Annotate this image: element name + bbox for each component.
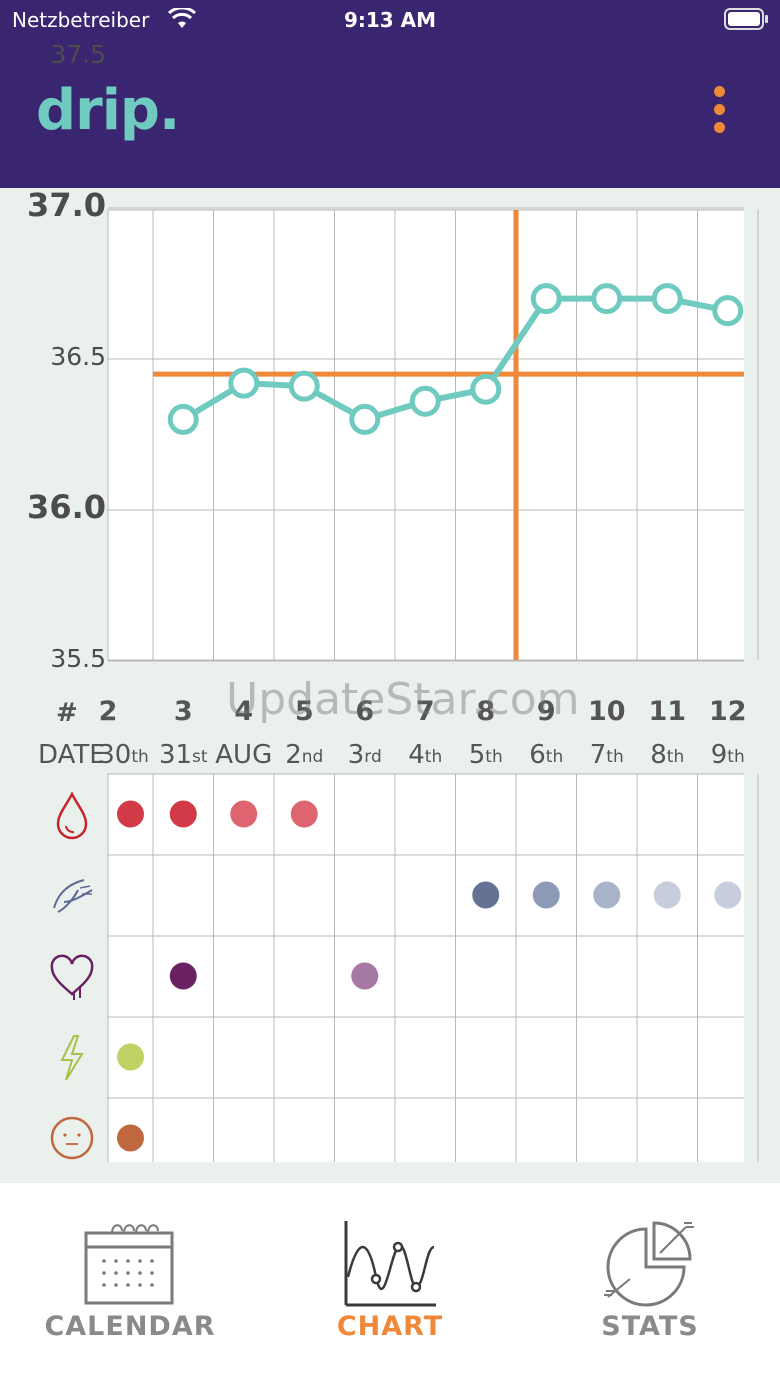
mucus-dot (532, 881, 560, 909)
mucus-dot (653, 881, 681, 909)
date-label: 3rd (347, 740, 382, 770)
date-label: 9th (710, 740, 745, 770)
cycle-day-row-label: # (56, 698, 78, 728)
tab-chart[interactable]: CHART (300, 1183, 480, 1387)
temperature-point (167, 403, 199, 435)
temperature-grid-bg (108, 210, 744, 660)
bleeding-dot (169, 800, 197, 828)
app-header: drip. (0, 40, 780, 188)
temperature-axis-label: 37.0 (27, 186, 106, 224)
bleeding-dot (117, 800, 144, 828)
date-label: 31st (158, 740, 208, 770)
sex-dot (351, 962, 379, 990)
cycle-day-label: 12 (708, 696, 747, 727)
mucus-dot (714, 881, 742, 909)
temperature-point (530, 283, 562, 315)
pain-dot (117, 1043, 144, 1071)
bottom-tab-bar: CALENDAR CHART STATS (0, 1183, 780, 1387)
mucus-dot (472, 881, 500, 909)
date-label: 8th (650, 740, 685, 770)
sex-dot (169, 962, 197, 990)
temperature-point (712, 295, 744, 327)
chart-icon (344, 1221, 436, 1307)
temperature-point (651, 283, 683, 315)
date-label: 4th (408, 740, 443, 770)
mood-icon (50, 1116, 94, 1160)
cycle-day-label: 8 (476, 696, 496, 727)
tab-stats-label: STATS (601, 1311, 699, 1342)
stats-icon (604, 1221, 694, 1307)
tab-stats[interactable]: STATS (560, 1183, 740, 1387)
sex-icon (50, 954, 94, 1000)
bleeding-icon (56, 791, 88, 840)
bleeding-dot (230, 800, 258, 828)
date-label: 7th (589, 740, 624, 770)
battery-icon (724, 8, 768, 30)
cycle-day-label: 9 (536, 696, 556, 727)
watermark: UpdateStar.com (226, 674, 580, 725)
temperature-axis-label: 37.5 (50, 40, 106, 69)
status-bar: Netzbetreiber 9:13 AM (0, 0, 780, 40)
status-time: 9:13 AM (343, 8, 437, 32)
carrier-label: Netzbetreiber (12, 8, 150, 32)
mucus-dot (593, 881, 621, 909)
temperature-point (409, 385, 441, 417)
date-label: 6th (529, 740, 564, 770)
cycle-day-label: 5 (294, 696, 314, 727)
temperature-point (228, 367, 260, 399)
temperature-axis-label: 35.5 (50, 644, 106, 673)
cycle-chart[interactable]: 37.5 37.0 36.5 36.0 35.5 2 30th 3 31st 4 AUG 5 2nd 6… (0, 40, 780, 1183)
cycle-day-label: 10 (587, 696, 626, 727)
calendar-icon (84, 1224, 174, 1305)
date-label: 2nd (285, 740, 324, 770)
pain-icon (60, 1035, 84, 1081)
mood-dot (117, 1124, 144, 1152)
tab-calendar[interactable]: CALENDAR (40, 1183, 220, 1387)
cycle-day-label: 2 (98, 696, 118, 727)
temperature-point (591, 283, 623, 315)
tab-chart-label: CHART (336, 1311, 444, 1342)
tab-calendar-label: CALENDAR (44, 1311, 216, 1342)
temperature-axis-label: 36.0 (27, 488, 106, 526)
cycle-day-label: 7 (415, 696, 435, 727)
bleeding-dot (290, 800, 318, 828)
cycle-day-label: 11 (648, 696, 687, 727)
app-logo: drip. (36, 78, 180, 143)
symptom-grid-bg (108, 774, 744, 1162)
cycle-day-label: 4 (234, 696, 254, 727)
temperature-chart (107, 207, 759, 1162)
mucus-icon (53, 879, 93, 913)
more-vertical-icon[interactable] (704, 86, 734, 146)
temperature-point (470, 373, 502, 405)
date-label: 30th (98, 740, 149, 770)
date-row-label: DATE (38, 740, 106, 770)
temperature-axis-label: 36.5 (50, 342, 106, 371)
temperature-point (349, 403, 381, 435)
temperature-line (181, 295, 729, 423)
wifi-icon (168, 8, 196, 28)
cycle-day-label: 6 (355, 696, 375, 727)
date-label: AUG (215, 740, 273, 770)
temperature-point (288, 370, 320, 402)
cycle-day-label: 3 (173, 696, 193, 727)
date-label: 5th (468, 740, 503, 770)
